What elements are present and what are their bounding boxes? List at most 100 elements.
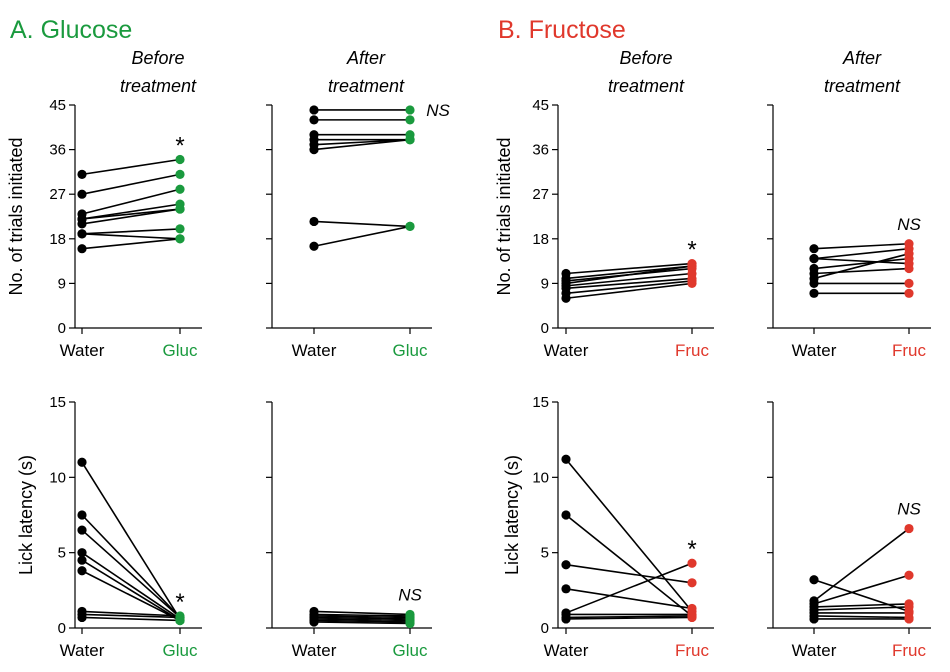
pair-line [313,613,411,617]
treatment-point [175,184,185,194]
significance-marker: * [175,133,184,160]
y-tick-label: 27 [532,186,549,203]
pair-line [813,579,910,613]
y-tick-label: 9 [58,275,66,292]
pair-line [813,267,910,275]
water-point [561,584,571,594]
pair-line [81,228,181,235]
panel-a-latency-after: Water Gluc NS [266,401,432,660]
water-point [77,548,87,558]
y-tick-label: 10 [49,469,66,486]
water-point [77,510,87,520]
pair-line [81,233,181,240]
pair-line [313,138,411,151]
water-point [561,454,571,464]
condition-header: After [842,48,882,68]
treatment-point [904,614,914,624]
pair-line [565,265,693,280]
treatment-point [175,224,185,234]
water-point [77,555,87,565]
condition-header: treatment [824,76,901,96]
pair-line [565,280,693,295]
pair-line [313,610,411,616]
panel-a-trials-after: After treatment Water Gluc NS [266,48,450,360]
panel-b-trials-after: After treatment Water Fruc NS [767,48,931,360]
y-tick-label: 0 [541,320,549,337]
panel-a-latency-before: 0 5 10 15 Lick latency (s) Water Gluc * [16,394,202,660]
x-category-label: Water [60,641,105,660]
water-point [77,189,87,199]
x-category-label: Water [60,341,105,360]
water-point [77,525,87,535]
water-point [77,566,87,576]
pair-line [565,262,693,275]
treatment-point [687,558,697,568]
pair-line [81,514,181,619]
treatment-point [175,169,185,179]
water-point [309,105,319,115]
panel-a-trials-before: A. Glucose Before treatment 0 9 18 27 36 45 No. o… [6,16,202,360]
treatment-point [405,135,415,145]
panel-b-trials-before: B. Fructose Before treatment 0 9 18 27 36 45 No. … [494,16,714,360]
pair-line [313,220,411,228]
pair-line [813,615,910,619]
condition-header: treatment [608,76,685,96]
treatment-point [687,278,697,288]
water-point [561,293,571,303]
y-tick-label: 27 [49,186,66,203]
pair-line [565,458,693,612]
y-tick-label: 45 [49,97,66,114]
y-tick-label: 0 [58,620,66,637]
pair-line [81,552,181,620]
water-point [77,169,87,179]
x-category-label: Gluc [163,641,198,660]
treatment-point [904,570,914,580]
pair-line [313,615,411,619]
pair-line [565,563,693,584]
water-point [309,617,319,627]
x-category-label: Water [544,341,589,360]
x-category-label: Fruc [892,341,927,360]
y-tick-label: 15 [532,394,549,411]
treatment-point [405,115,415,125]
treatment-point [904,263,914,274]
pair-line [565,282,693,300]
condition-header: treatment [328,76,405,96]
treatment-point [175,615,185,626]
pair-line [313,138,411,146]
treatment-point [175,204,185,214]
pair-line [81,203,181,220]
ns-label: NS [398,585,422,604]
y-axis-label: Lick latency (s) [502,455,522,575]
pair-line [813,574,910,605]
water-point [77,612,87,623]
y-tick-label: 10 [532,469,549,486]
y-tick-label: 15 [49,394,66,411]
x-category-label: Gluc [163,341,198,360]
significance-marker: * [687,536,696,563]
y-tick-label: 9 [541,275,549,292]
treatment-point [175,234,185,244]
y-tick-label: 18 [532,231,549,248]
water-point [809,288,819,298]
pair-line [565,615,693,619]
x-category-label: Water [292,641,337,660]
water-point [561,560,571,570]
condition-header: treatment [120,76,197,96]
significance-marker: * [175,589,184,616]
water-point [77,244,87,254]
significance-marker: * [687,237,696,264]
pair-line [565,277,693,290]
x-category-label: Fruc [675,341,710,360]
pair-line [313,616,411,620]
pair-line [813,603,910,608]
treatment-point [687,261,697,271]
y-tick-label: 36 [49,142,66,159]
water-point [809,244,819,254]
pair-line [313,619,411,623]
pair-line [81,208,181,220]
condition-header: After [346,48,386,68]
pair-line [813,252,910,280]
pair-line [313,621,411,625]
